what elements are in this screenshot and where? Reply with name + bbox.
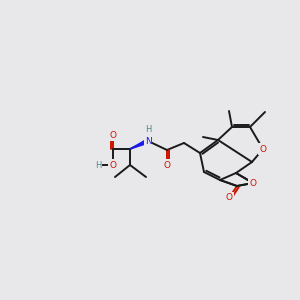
Text: N: N xyxy=(145,136,152,146)
Polygon shape xyxy=(130,139,149,149)
Text: O: O xyxy=(110,160,116,169)
Text: O: O xyxy=(226,194,232,202)
Text: O: O xyxy=(110,130,116,140)
Text: H: H xyxy=(145,124,151,134)
Text: O: O xyxy=(250,178,256,188)
Text: O: O xyxy=(164,160,170,169)
Text: O: O xyxy=(260,145,266,154)
Text: H: H xyxy=(95,160,101,169)
